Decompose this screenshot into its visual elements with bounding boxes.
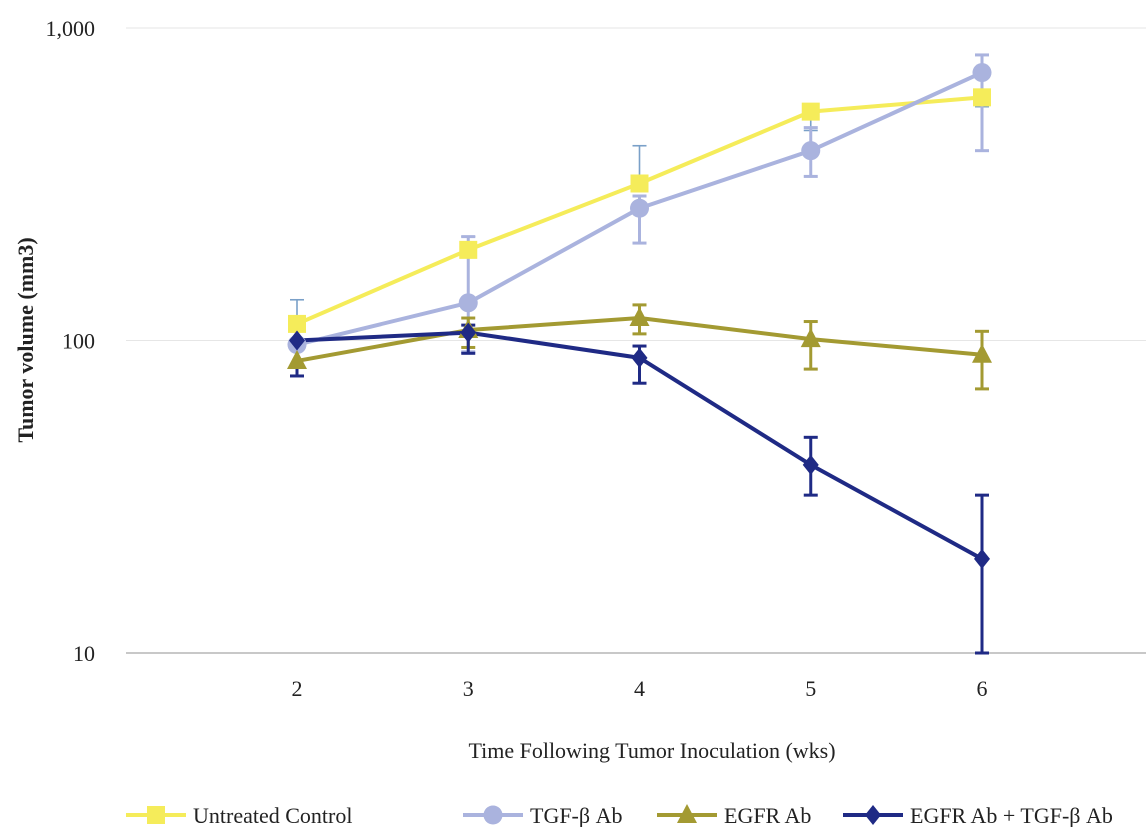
y-axis-title: Tumor volume (mm3) xyxy=(13,237,38,442)
data-point-untreated-control xyxy=(459,241,477,259)
data-point-tgf-ab xyxy=(801,141,820,160)
axis-labels: Time Following Tumor Inoculation (wks) T… xyxy=(13,237,836,763)
data-point-untreated-control xyxy=(288,315,306,333)
x-tick-label: 2 xyxy=(292,676,303,701)
y-tick-label: 100 xyxy=(62,329,95,354)
x-tick-label: 5 xyxy=(805,676,816,701)
y-tick-label: 10 xyxy=(73,641,95,666)
legend-marker-untreated-control xyxy=(147,806,165,824)
x-tick-label: 6 xyxy=(977,676,988,701)
legend-label-untreated-control: Untreated Control xyxy=(193,803,352,827)
series-markers xyxy=(287,63,992,569)
legend-marker-tgf-ab xyxy=(484,806,503,825)
legend-marker-egfr-ab-tgf-ab xyxy=(865,805,881,825)
data-point-untreated-control xyxy=(631,174,649,192)
x-axis-title: Time Following Tumor Inoculation (wks) xyxy=(468,738,835,763)
data-point-egfr-ab-tgf-ab xyxy=(974,549,990,569)
data-point-untreated-control xyxy=(973,88,991,106)
data-point-egfr-ab-tgf-ab xyxy=(632,348,648,368)
x-tick-label: 3 xyxy=(463,676,474,701)
legend-label-tgf-ab: TGF-β Ab xyxy=(530,803,622,827)
data-point-egfr-ab-tgf-ab xyxy=(803,455,819,475)
x-tick-label: 4 xyxy=(634,676,645,701)
data-point-tgf-ab xyxy=(630,199,649,218)
data-point-untreated-control xyxy=(802,103,820,121)
legend-label-egfr-ab-tgf-ab: EGFR Ab + TGF-β Ab xyxy=(910,803,1113,827)
data-point-tgf-ab xyxy=(973,63,992,82)
legend-label-egfr-ab: EGFR Ab xyxy=(724,803,811,827)
y-tick-label: 1,000 xyxy=(46,16,96,41)
legend: Untreated Control TGF-β Ab EGFR Ab EGFR Ab … xyxy=(126,803,1113,827)
data-point-tgf-ab xyxy=(459,293,478,312)
